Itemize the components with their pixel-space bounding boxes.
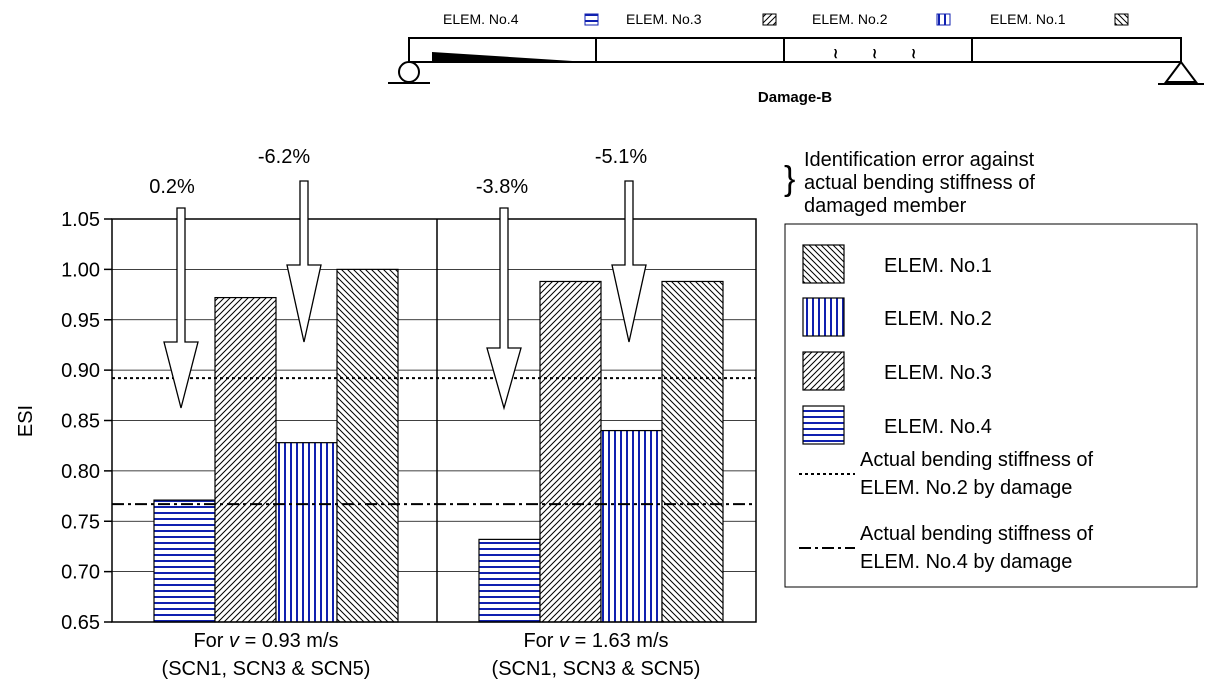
error-arrow-3 — [486, 207, 522, 411]
bar-elem-no-2-group-1 — [275, 442, 338, 623]
y-tick-label: 0.65 — [61, 612, 100, 634]
damage-taper — [432, 52, 588, 62]
legend-ref-label-2-2: ELEM. No.4 by damage — [860, 551, 1072, 573]
crack-mark: ≀ — [833, 45, 838, 61]
y-tick-label: 0.90 — [61, 360, 100, 382]
reference-lines — [112, 377, 756, 506]
legend-swatch-elem-no-3 — [802, 351, 845, 391]
legend-ref-label-2-1: Actual bending stiffness of — [860, 523, 1094, 545]
bar-elem-no-1-group-2 — [661, 280, 724, 623]
crack-mark: ≀ — [872, 45, 877, 61]
y-tick-label: 0.95 — [61, 310, 100, 332]
beam-body — [408, 37, 1182, 63]
bar-elem-no-2-group-2 — [600, 429, 663, 623]
bar-elem-no-3-group-1 — [214, 296, 277, 623]
legend-swatch-elem-no-1 — [802, 244, 845, 284]
legend-ref-label-1-2: ELEM. No.2 by damage — [860, 477, 1072, 499]
y-tick-label: 0.70 — [61, 562, 100, 584]
error-arrows: 0.2% -6.2% -3.8% -5.1% — [149, 146, 647, 411]
beam-schematic: ELEM. No.4 ELEM. No.3 ELEM. No.2 ELEM. N… — [388, 11, 1204, 106]
beam-legend-swatch-elem-4 — [584, 13, 599, 26]
beam-legend-swatch-elem-1 — [1114, 13, 1129, 26]
bar-elem-no-3-group-2 — [539, 280, 602, 623]
error-label-4: -5.1% — [595, 146, 647, 168]
brace-icon: } — [784, 160, 795, 198]
group-label-1-line2: (SCN1, SCN3 & SCN5) — [162, 658, 371, 680]
brace-annotation: } Identification error against actual be… — [784, 149, 1035, 217]
pin-support — [1164, 60, 1198, 83]
bars — [153, 268, 724, 623]
beam-label-elem-2: ELEM. No.2 — [812, 11, 888, 27]
legend-ref-label-1-1: Actual bending stiffness of — [860, 449, 1094, 471]
error-arrow-2 — [286, 180, 322, 343]
beam-label-elem-4: ELEM. No.4 — [443, 11, 519, 27]
beam-legend-swatch-elem-2 — [936, 13, 951, 26]
legend-label-elem-no-3: ELEM. No.3 — [884, 362, 992, 384]
beam-label-elem-1: ELEM. No.1 — [990, 11, 1066, 27]
legend-box — [784, 223, 1198, 588]
bar-elem-no-1-group-1 — [336, 268, 399, 623]
y-tick-label: 1.00 — [61, 259, 100, 281]
group-label-1: For v = 0.93 m/s — [193, 630, 338, 652]
bar-elem-no-4-group-1 — [153, 499, 216, 623]
y-tick-label: 0.80 — [61, 461, 100, 483]
legend-swatch-elem-no-4 — [802, 405, 845, 445]
brace-text-line-2: actual bending stiffness of — [804, 172, 1035, 194]
group-label-2-line2: (SCN1, SCN3 & SCN5) — [492, 658, 701, 680]
error-label-3: -3.8% — [476, 176, 528, 198]
y-axis: 1.05 1.00 0.95 0.90 0.85 0.80 0.75 0.70 0.65 — [61, 209, 112, 634]
beam-label-elem-3: ELEM. No.3 — [626, 11, 702, 27]
error-arrow-1 — [163, 207, 199, 409]
beam-caption: Damage-B — [758, 89, 832, 106]
legend-label-elem-no-1: ELEM. No.1 — [884, 255, 992, 277]
legend-swatch-elem-no-2 — [802, 297, 845, 337]
y-axis-label: ESI — [15, 405, 37, 437]
legend: ELEM. No.1 ELEM. No.2 ELEM. No.3 ELEM. No.4… — [784, 223, 1198, 588]
bar-elem-no-4-group-2 — [478, 538, 541, 623]
error-label-1: 0.2% — [149, 176, 195, 198]
brace-text-line-1: Identification error against — [804, 149, 1035, 171]
y-tick-label: 1.05 — [61, 209, 100, 231]
y-tick-label: 0.85 — [61, 411, 100, 433]
legend-label-elem-no-4: ELEM. No.4 — [884, 416, 992, 438]
legend-label-elem-no-2: ELEM. No.2 — [884, 308, 992, 330]
brace-text-line-3: damaged member — [804, 195, 967, 217]
y-tick-label: 0.75 — [61, 511, 100, 533]
beam-legend-swatch-elem-3 — [762, 13, 777, 26]
roller-support — [398, 61, 420, 83]
crack-mark: ≀ — [911, 45, 916, 61]
group-label-2: For v = 1.63 m/s — [523, 630, 668, 652]
error-label-2: -6.2% — [258, 146, 310, 168]
error-arrow-4 — [611, 180, 647, 343]
